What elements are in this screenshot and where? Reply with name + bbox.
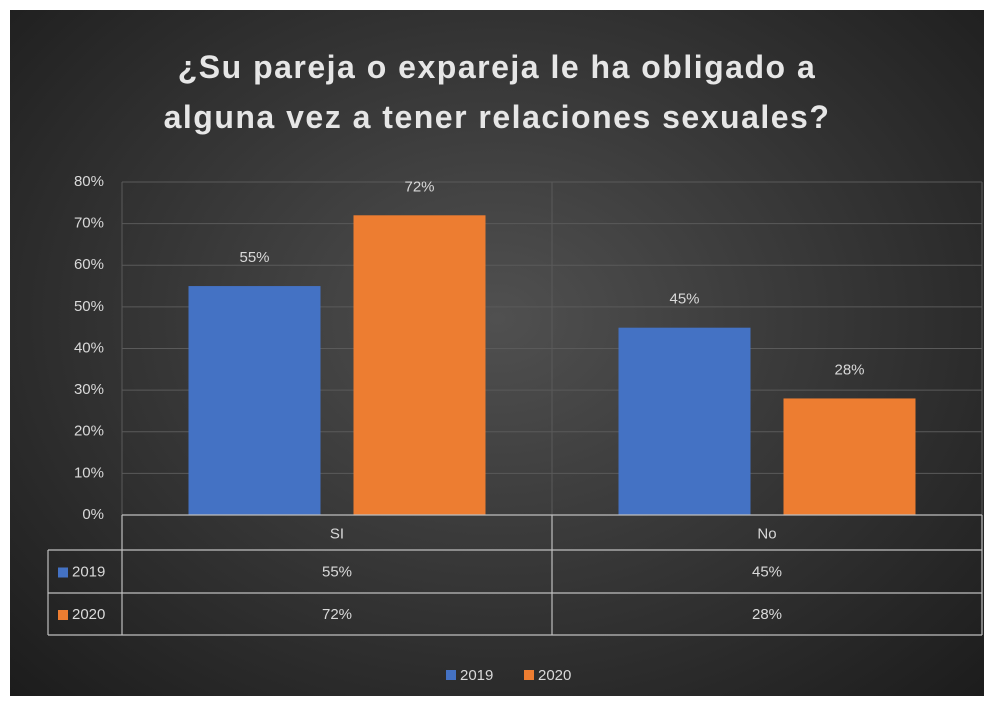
legend-key <box>524 670 534 680</box>
table-row-header: 2019 <box>72 563 105 580</box>
chart-background <box>10 10 984 696</box>
y-tick-label: 20% <box>74 423 104 440</box>
y-tick-label: 60% <box>74 256 104 273</box>
chart-title: ¿Su pareja o expareja le ha obligado a a… <box>163 49 831 135</box>
table-cell: 72% <box>322 606 352 623</box>
legend-label: 2020 <box>538 667 571 684</box>
table-cell: 28% <box>752 606 782 623</box>
data-label: 55% <box>239 249 269 266</box>
y-tick-label: 70% <box>74 215 104 232</box>
data-label: 28% <box>834 361 864 378</box>
x-tick-label: No <box>757 525 776 542</box>
bar <box>353 215 486 516</box>
y-tick-label: 30% <box>74 381 104 398</box>
legend-label: 2019 <box>460 667 493 684</box>
table-cell: 55% <box>322 563 352 580</box>
legend-key <box>446 670 456 680</box>
x-tick-label: SI <box>330 525 344 542</box>
y-tick-label: 10% <box>74 464 104 481</box>
y-tick-label: 40% <box>74 339 104 356</box>
y-tick-label: 80% <box>74 173 104 190</box>
y-tick-label: 50% <box>74 298 104 315</box>
y-tick-label: 0% <box>82 506 104 523</box>
bar <box>188 286 321 515</box>
bar <box>618 327 751 515</box>
table-cell: 45% <box>752 563 782 580</box>
data-label: 45% <box>669 291 699 308</box>
table-legend-key <box>58 567 68 578</box>
bar <box>783 398 916 515</box>
data-label: 72% <box>404 178 434 195</box>
table-legend-key <box>58 610 68 620</box>
table-row-header: 2020 <box>72 606 105 623</box>
